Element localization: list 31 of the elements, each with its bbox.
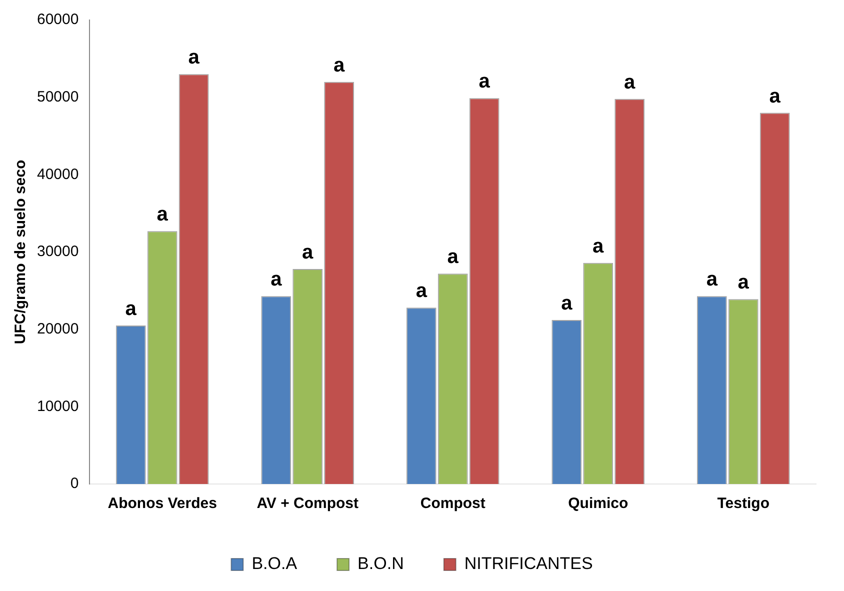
y-tick-label: 50000 bbox=[36, 88, 79, 106]
data-label: a bbox=[270, 268, 283, 291]
x-tick-label: Compost bbox=[420, 495, 486, 512]
data-label: a bbox=[188, 46, 200, 69]
data-label: a bbox=[592, 235, 605, 258]
y-tick-label: 20000 bbox=[36, 320, 79, 338]
legend-label: B.O.N bbox=[358, 554, 404, 574]
x-tick-label: Abonos Verdes bbox=[108, 495, 217, 512]
data-label: a bbox=[334, 54, 346, 76]
data-label: a bbox=[416, 280, 428, 302]
data-label: a bbox=[738, 272, 750, 294]
y-tick-label: 0 bbox=[70, 475, 79, 492]
data-label: a bbox=[156, 204, 169, 226]
y-axis-title: UFC/gramo de suelo seco bbox=[12, 160, 30, 344]
data-label: a bbox=[561, 292, 574, 315]
data-label: a bbox=[478, 70, 491, 93]
data-label: a bbox=[706, 268, 718, 291]
y-tick-label: 60000 bbox=[36, 11, 79, 28]
x-tick-label: Quimico bbox=[568, 495, 628, 512]
x-tick-label: Testigo bbox=[717, 495, 770, 512]
data-label: a bbox=[125, 298, 138, 320]
data-label: a bbox=[769, 85, 782, 108]
data-label: a bbox=[624, 71, 636, 94]
legend-label: NITRIFICANTES bbox=[464, 554, 593, 574]
legend-label: B.O.A bbox=[252, 554, 298, 574]
y-tick-label: 30000 bbox=[36, 243, 79, 260]
data-label: a bbox=[447, 246, 460, 268]
data-label: a bbox=[302, 242, 314, 264]
y-tick-label: 40000 bbox=[36, 166, 79, 183]
x-tick-label: AV + Compost bbox=[256, 495, 359, 512]
y-tick-label: 10000 bbox=[36, 398, 79, 415]
